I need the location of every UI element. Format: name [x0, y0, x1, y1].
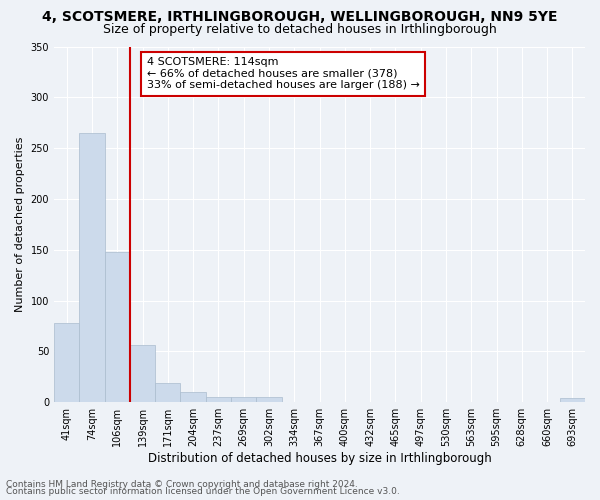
Text: Contains HM Land Registry data © Crown copyright and database right 2024.: Contains HM Land Registry data © Crown c…	[6, 480, 358, 489]
Bar	[104, 252, 130, 402]
Y-axis label: Number of detached properties: Number of detached properties	[15, 136, 25, 312]
Bar	[155, 383, 181, 402]
Bar	[54, 323, 79, 402]
Bar	[181, 392, 206, 402]
Text: 4 SCOTSMERE: 114sqm
← 66% of detached houses are smaller (378)
33% of semi-detac: 4 SCOTSMERE: 114sqm ← 66% of detached ho…	[147, 57, 420, 90]
Bar	[560, 398, 585, 402]
X-axis label: Distribution of detached houses by size in Irthlingborough: Distribution of detached houses by size …	[148, 452, 491, 465]
Bar	[206, 397, 231, 402]
Text: 4, SCOTSMERE, IRTHLINGBOROUGH, WELLINGBOROUGH, NN9 5YE: 4, SCOTSMERE, IRTHLINGBOROUGH, WELLINGBO…	[42, 10, 558, 24]
Bar	[256, 397, 281, 402]
Text: Size of property relative to detached houses in Irthlingborough: Size of property relative to detached ho…	[103, 22, 497, 36]
Bar	[79, 133, 104, 402]
Bar	[231, 397, 256, 402]
Text: Contains public sector information licensed under the Open Government Licence v3: Contains public sector information licen…	[6, 487, 400, 496]
Bar	[130, 346, 155, 402]
